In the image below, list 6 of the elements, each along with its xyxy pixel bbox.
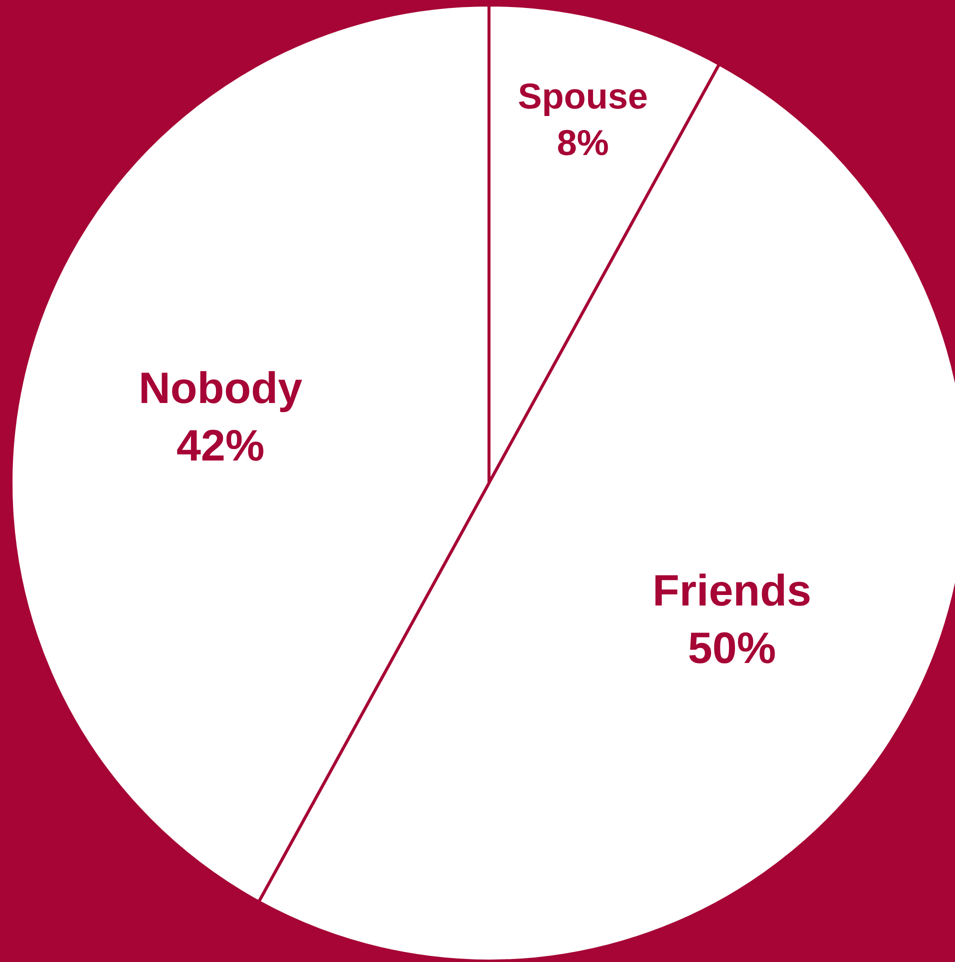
data-label: 8%: [556, 122, 609, 164]
slice-label: Friends: [652, 566, 812, 616]
data-label: 50%: [688, 624, 776, 673]
slice-label: Spouse: [518, 75, 648, 116]
data-label: 42%: [176, 421, 265, 470]
slice-label: Nobody: [138, 364, 303, 414]
